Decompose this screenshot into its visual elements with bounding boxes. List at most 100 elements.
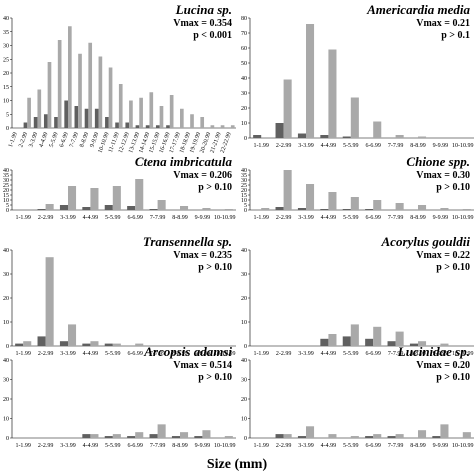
bar: [149, 434, 158, 438]
y-tick-label: 35: [3, 173, 9, 179]
bar: [15, 343, 24, 346]
bar: [90, 188, 99, 210]
bar: [373, 200, 382, 210]
y-tick-label: 35: [241, 173, 247, 179]
bar: [68, 26, 72, 128]
y-tick-label: 20: [3, 397, 9, 403]
bar: [220, 125, 225, 128]
bar: [82, 207, 91, 210]
y-tick-label: 15: [3, 193, 9, 199]
vmax-label: Vmax = 0.235: [173, 250, 232, 261]
y-tick-label: 50: [241, 61, 247, 67]
bar: [59, 205, 68, 210]
x-tick-label: 8-8.99: [172, 215, 188, 221]
bar: [210, 125, 215, 128]
y-tick-label: 0: [6, 126, 9, 132]
x-tick-label: 9-9.99: [433, 215, 449, 221]
y-tick-label: 5: [6, 203, 9, 209]
bar: [462, 432, 471, 438]
bar: [64, 100, 68, 128]
bar: [127, 436, 136, 438]
x-tick-label: 5-5.99: [343, 143, 359, 149]
y-tick-label: 10: [3, 99, 9, 105]
y-tick-label: 30: [241, 178, 247, 184]
bar: [129, 100, 133, 128]
vmax-label: Vmax = 0.20: [416, 360, 470, 371]
y-tick-label: 30: [241, 272, 247, 278]
bar: [90, 434, 99, 438]
y-tick-label: 80: [241, 16, 247, 22]
bar: [37, 209, 46, 210]
bar: [112, 434, 121, 438]
y-tick-label: 30: [3, 272, 9, 278]
bar: [135, 343, 144, 346]
x-tick-label: 2-2.99: [276, 143, 292, 149]
bar: [350, 436, 359, 438]
bar: [125, 122, 130, 128]
x-tick-label: 4-4.99: [83, 215, 99, 221]
bar: [373, 326, 382, 346]
bar: [306, 24, 315, 138]
bar: [365, 338, 374, 346]
y-tick-label: 10: [3, 320, 9, 326]
bar: [275, 207, 284, 210]
p-value-label: p > 0.1: [441, 30, 470, 41]
p-value-label: p > 0.10: [436, 262, 470, 273]
y-tick-label: 0: [6, 436, 9, 442]
bar: [180, 206, 189, 210]
bar: [395, 434, 404, 438]
x-tick-label: 9-9.99: [195, 443, 211, 449]
chart-panel-5: 0 10 20 30 40 1-1.99 2-2.99 3-3.99 4-4.99 5-5.99 6…: [3, 234, 236, 357]
x-tick-label: 2-2.99: [38, 443, 54, 449]
y-tick-label: 30: [3, 378, 9, 384]
x-tick-label: 6-6.99: [365, 443, 381, 449]
x-tick-label: 9-9.99: [433, 143, 449, 149]
bar: [440, 343, 449, 346]
bar: [297, 436, 306, 438]
bar: [27, 97, 31, 128]
y-tick-label: 40: [3, 358, 9, 364]
bar: [157, 424, 166, 438]
bar: [320, 135, 329, 138]
bar: [135, 432, 144, 438]
bar: [350, 197, 359, 210]
y-tick-label: 15: [241, 193, 247, 199]
x-tick-label: 10-10.99: [452, 443, 474, 449]
bar: [47, 62, 52, 128]
x-tick-label: 6-6.99: [127, 443, 143, 449]
x-tick-label: 7-7.99: [69, 132, 80, 149]
bar: [224, 436, 233, 438]
panel-title: Lucinidae sp.: [397, 344, 470, 359]
bar: [342, 336, 351, 346]
x-tick-label: 8-8.99: [410, 443, 426, 449]
y-tick-label: 20: [3, 296, 9, 302]
bar: [202, 208, 211, 210]
bar: [45, 204, 54, 210]
p-value-label: p > 0.10: [436, 182, 470, 193]
y-tick-label: 40: [241, 358, 247, 364]
bar: [155, 125, 160, 128]
bar: [68, 324, 77, 346]
x-tick-label: 6-6.99: [127, 351, 143, 357]
x-tick-label: 5-5.99: [343, 351, 359, 357]
p-value-label: p < 0.001: [193, 30, 232, 41]
bar: [37, 89, 42, 128]
bar: [328, 49, 337, 138]
x-tick-label: 3-3.99: [60, 215, 76, 221]
y-tick-label: 25: [241, 183, 247, 189]
bar: [135, 179, 144, 210]
bar: [190, 114, 194, 128]
bar: [350, 97, 359, 138]
x-tick-label: 1-1.99: [253, 351, 269, 357]
bar: [180, 432, 189, 438]
x-tick-label: 4-4.99: [321, 443, 337, 449]
x-tick-label: 7-7.99: [388, 143, 404, 149]
x-tick-label: 2-2.99: [38, 215, 54, 221]
bar: [88, 42, 93, 128]
bar: [78, 53, 82, 128]
x-tick-label: 10-10.99: [214, 443, 236, 449]
bar: [328, 334, 337, 346]
y-tick-label: 5: [6, 112, 9, 118]
x-tick-label: 5-5.99: [49, 132, 60, 149]
